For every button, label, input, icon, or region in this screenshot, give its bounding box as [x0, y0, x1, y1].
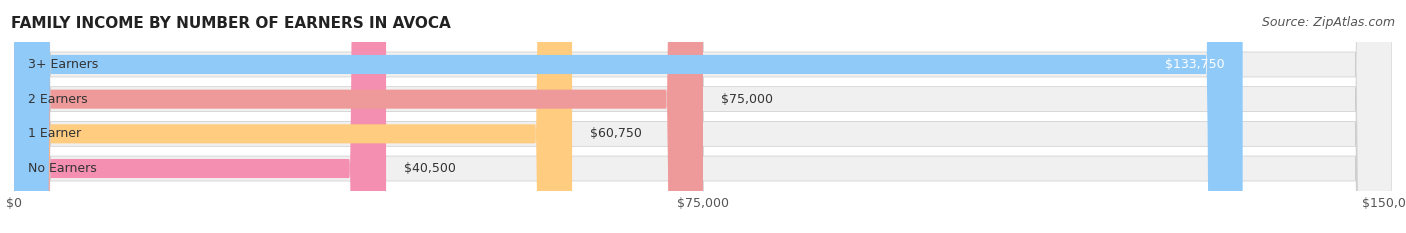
FancyBboxPatch shape: [14, 0, 1392, 233]
Text: $75,000: $75,000: [721, 93, 773, 106]
Text: Source: ZipAtlas.com: Source: ZipAtlas.com: [1261, 16, 1395, 29]
Text: 1 Earner: 1 Earner: [28, 127, 82, 140]
FancyBboxPatch shape: [14, 0, 703, 233]
Text: 2 Earners: 2 Earners: [28, 93, 87, 106]
Text: $60,750: $60,750: [591, 127, 643, 140]
FancyBboxPatch shape: [14, 0, 1392, 233]
FancyBboxPatch shape: [14, 0, 387, 233]
FancyBboxPatch shape: [14, 0, 1392, 233]
Text: 3+ Earners: 3+ Earners: [28, 58, 98, 71]
FancyBboxPatch shape: [14, 0, 1392, 233]
Text: FAMILY INCOME BY NUMBER OF EARNERS IN AVOCA: FAMILY INCOME BY NUMBER OF EARNERS IN AV…: [11, 16, 451, 31]
Text: $40,500: $40,500: [405, 162, 457, 175]
Text: $133,750: $133,750: [1164, 58, 1225, 71]
Text: No Earners: No Earners: [28, 162, 97, 175]
FancyBboxPatch shape: [14, 0, 1243, 233]
FancyBboxPatch shape: [14, 0, 572, 233]
